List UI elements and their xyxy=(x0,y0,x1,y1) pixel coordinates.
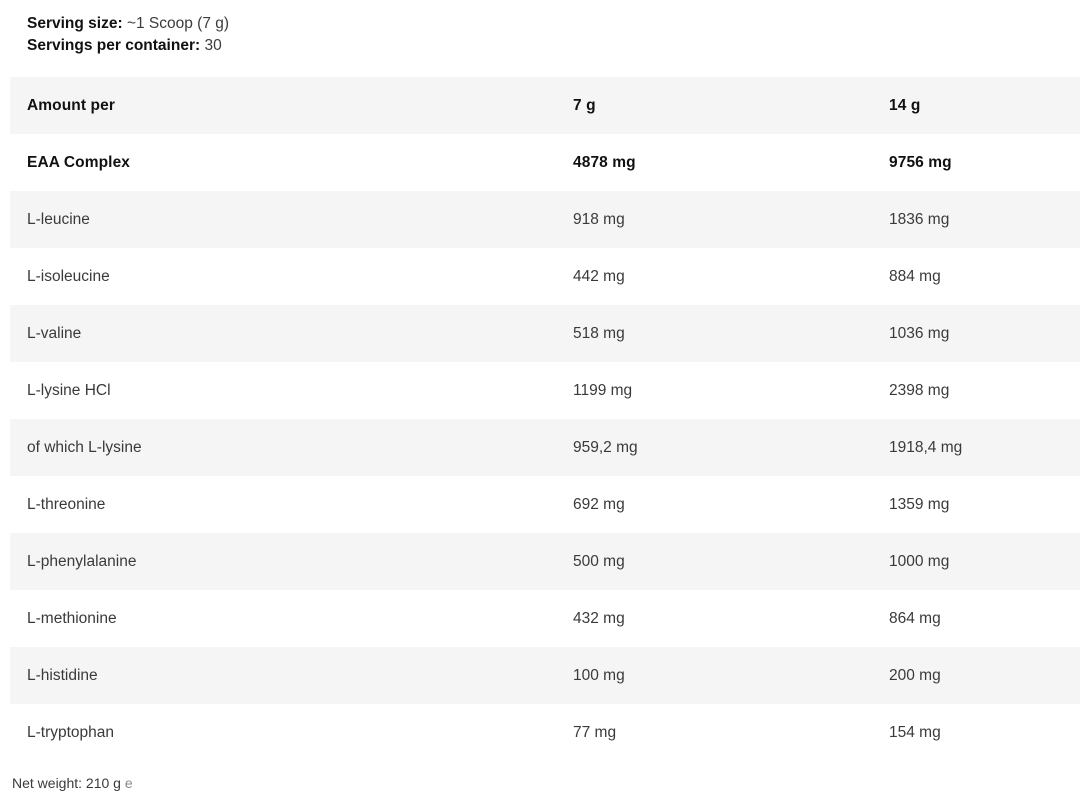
column-header-7g: 7 g xyxy=(573,96,596,114)
ingredient-name: of which L-lysine xyxy=(27,438,142,456)
estimated-sign-icon: e xyxy=(124,775,133,791)
ingredient-amount-7g: 100 mg xyxy=(573,666,625,684)
table-row: of which L-lysine 959,2 mg 1918,4 mg xyxy=(10,419,1080,476)
table-row: L-lysine HCl 1199 mg 2398 mg xyxy=(10,362,1080,419)
table-row: L-valine 518 mg 1036 mg xyxy=(10,305,1080,362)
ingredient-amount-14g: 200 mg xyxy=(889,666,941,684)
ingredient-amount-7g: 959,2 mg xyxy=(573,438,638,456)
nutrition-table: Amount per 7 g 14 g EAA Complex 4878 mg 97… xyxy=(10,77,1080,761)
table-row: L-leucine 918 mg 1836 mg xyxy=(10,191,1080,248)
ingredient-amount-14g: 9756 mg xyxy=(889,153,952,171)
net-weight-text: Net weight: 210 g xyxy=(12,775,121,791)
ingredient-amount-7g: 918 mg xyxy=(573,210,625,228)
table-row: L-methionine 432 mg 864 mg xyxy=(10,590,1080,647)
ingredient-name: L-histidine xyxy=(27,666,98,684)
ingredient-name: EAA Complex xyxy=(27,153,131,171)
servings-per-container-value: 30 xyxy=(204,37,222,54)
serving-size-label: Serving size: xyxy=(27,15,123,32)
serving-size-line: Serving size: ~1 Scoop (7 g) xyxy=(27,13,1090,35)
ingredient-amount-7g: 500 mg xyxy=(573,552,625,570)
ingredient-amount-7g: 77 mg xyxy=(573,723,617,741)
servings-per-container-label: Servings per container: xyxy=(27,37,201,54)
ingredient-amount-7g: 1199 mg xyxy=(573,381,633,399)
serving-size-value: ~1 Scoop (7 g) xyxy=(126,15,230,32)
ingredient-name: L-leucine xyxy=(27,210,90,228)
table-row: L-tryptophan 77 mg 154 mg xyxy=(10,704,1080,761)
ingredient-name: L-lysine HCl xyxy=(27,381,111,399)
serving-information: Serving size: ~1 Scoop (7 g) Servings pe… xyxy=(0,0,1090,57)
ingredient-name: L-methionine xyxy=(27,609,117,627)
table-row: EAA Complex 4878 mg 9756 mg xyxy=(10,134,1080,191)
table-row: L-threonine 692 mg 1359 mg xyxy=(10,476,1080,533)
ingredient-amount-14g: 1036 mg xyxy=(889,324,950,342)
ingredient-amount-14g: 884 mg xyxy=(889,267,941,285)
table-row: L-isoleucine 442 mg 884 mg xyxy=(10,248,1080,305)
ingredient-amount-14g: 864 mg xyxy=(889,609,941,627)
ingredient-name: L-threonine xyxy=(27,495,106,513)
ingredient-name: L-tryptophan xyxy=(27,723,115,741)
ingredient-amount-14g: 1359 mg xyxy=(889,495,950,513)
table-header-row: Amount per 7 g 14 g xyxy=(10,77,1080,134)
nutrition-table-container: Amount per 7 g 14 g EAA Complex 4878 mg 97… xyxy=(0,77,1090,761)
table-row: L-histidine 100 mg 200 mg xyxy=(10,647,1080,704)
ingredient-amount-14g: 1000 mg xyxy=(889,552,950,570)
ingredient-amount-14g: 1918,4 mg xyxy=(889,438,963,456)
ingredient-name: L-valine xyxy=(27,324,82,342)
column-header-14g: 14 g xyxy=(889,96,921,114)
ingredient-amount-14g: 154 mg xyxy=(889,723,941,741)
ingredient-amount-7g: 692 mg xyxy=(573,495,625,513)
ingredient-amount-7g: 432 mg xyxy=(573,609,625,627)
ingredient-amount-14g: 1836 mg xyxy=(889,210,950,228)
nutrition-table-body: EAA Complex 4878 mg 9756 mg L-leucine 918 mg… xyxy=(10,134,1080,761)
ingredient-amount-14g: 2398 mg xyxy=(889,381,950,399)
nutrition-table-header: Amount per 7 g 14 g xyxy=(10,77,1080,134)
column-header-amount-per: Amount per xyxy=(27,96,115,114)
ingredient-name: L-isoleucine xyxy=(27,267,110,285)
net-weight-footer: Net weight: 210 g e xyxy=(0,761,1090,792)
ingredient-amount-7g: 4878 mg xyxy=(573,153,636,171)
table-row: L-phenylalanine 500 mg 1000 mg xyxy=(10,533,1080,590)
ingredient-name: L-phenylalanine xyxy=(27,552,137,570)
servings-per-container-line: Servings per container: 30 xyxy=(27,35,1090,57)
ingredient-amount-7g: 442 mg xyxy=(573,267,625,285)
ingredient-amount-7g: 518 mg xyxy=(573,324,625,342)
